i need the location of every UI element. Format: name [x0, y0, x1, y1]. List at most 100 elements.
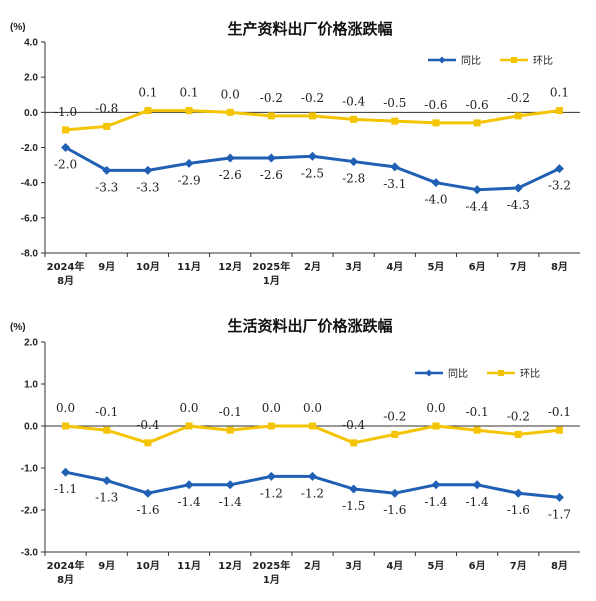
x-tick-label: 11月: [177, 560, 201, 572]
data-point: [432, 119, 440, 127]
data-label: -0.1: [95, 405, 118, 419]
legend-swatch-marker: [438, 56, 446, 64]
x-tick-label: 8月: [57, 275, 74, 287]
data-label: 0.1: [179, 86, 198, 100]
data-label: -2.6: [219, 168, 242, 182]
data-point: [391, 117, 399, 125]
x-tick-label: 10月: [136, 560, 160, 572]
unit-label: (%): [10, 322, 26, 333]
data-point: [103, 426, 111, 434]
x-tick-label: 8月: [551, 261, 568, 273]
data-point: [431, 178, 441, 188]
data-point: [472, 480, 482, 490]
data-point: [349, 484, 359, 494]
data-label: 0.1: [550, 86, 569, 100]
chart-title: 生活资料出厂价格涨跌幅: [227, 317, 392, 335]
data-point: [554, 492, 564, 502]
data-label: -2.5: [301, 166, 324, 180]
data-point: [473, 426, 481, 434]
data-label: -0.5: [383, 96, 406, 110]
data-label: 0.0: [221, 87, 240, 101]
x-tick-label: 9月: [98, 560, 115, 572]
data-label: -0.4: [136, 418, 160, 432]
series-yoy: -1.1 -1.3 -1.6 -1.4 -1.4 -1.2 -1.2 -1.5 -1.6 -1.4…: [54, 467, 571, 521]
data-label: -1.7: [548, 507, 571, 521]
data-point: [225, 480, 235, 490]
data-point: [62, 126, 70, 134]
legend-swatch-marker: [511, 57, 517, 63]
data-point: [350, 115, 358, 123]
data-point: [431, 480, 441, 490]
data-point: [143, 165, 153, 175]
x-tick-label: 1月: [263, 275, 280, 287]
data-point: [102, 476, 112, 486]
y-tick-label: 1.0: [24, 380, 38, 391]
legend-label: 同比: [448, 368, 468, 380]
x-tick-label: 6月: [469, 560, 486, 572]
data-label: -4.0: [424, 193, 447, 207]
chart-panel-2: 生活资料出厂价格涨跌幅 (%) 2.0 1.0 0.0 -1.0 -2.0 -3.0 2024年…: [10, 317, 580, 586]
data-label: -3.3: [136, 180, 159, 194]
y-tick-label: -3.0: [21, 548, 39, 559]
data-point: [391, 430, 399, 438]
data-label: -1.2: [301, 486, 324, 500]
data-point: [267, 112, 275, 120]
data-label: -4.4: [466, 200, 490, 214]
data-point: [185, 107, 193, 115]
data-point: [144, 107, 152, 115]
data-label: -0.6: [466, 98, 489, 112]
data-label: -0.2: [507, 409, 530, 423]
data-point: [473, 119, 481, 127]
data-label: -1.4: [177, 495, 201, 509]
data-label: -0.8: [95, 101, 118, 115]
data-label: -3.2: [548, 179, 571, 193]
data-point: [266, 153, 276, 163]
data-label: -3.3: [95, 180, 118, 194]
x-tick-label: 2月: [304, 560, 321, 572]
y-tick-label: 0.0: [24, 108, 38, 119]
y-tick-label: -1.0: [21, 464, 39, 475]
data-point: [514, 112, 522, 120]
data-label: -2.9: [177, 173, 200, 187]
data-label: -1.3: [95, 491, 118, 505]
series-yoy: -2.0 -3.3 -3.3 -2.9 -2.6 -2.6 -2.5 -2.8 -3.1 -4.0…: [54, 143, 571, 214]
data-label: 0.0: [303, 401, 322, 415]
x-tick-label: 6月: [469, 261, 486, 273]
series-mom: 0.0 -0.1 -0.4 0.0 -0.1 0.0 0.0 -0.4 -0.2 0.0 -0.1 -…: [56, 401, 571, 447]
unit-label: (%): [10, 22, 26, 33]
data-label: 0.0: [262, 401, 281, 415]
legend-item-mom: 环比: [500, 55, 553, 67]
data-point: [350, 439, 358, 447]
data-point: [308, 151, 317, 161]
x-tick-label: 7月: [510, 560, 527, 572]
data-point: [226, 108, 234, 116]
data-label: -0.2: [301, 91, 324, 105]
data-point: [184, 158, 194, 168]
legend-item-mom: 环比: [487, 368, 540, 380]
data-label: -0.4: [342, 94, 366, 108]
data-label: -3.1: [383, 177, 406, 191]
data-point: [226, 426, 234, 434]
data-point: [432, 422, 440, 430]
data-point: [555, 107, 563, 115]
data-point: [184, 480, 194, 490]
y-tick-label: 2.0: [24, 73, 38, 84]
x-tick-label: 8月: [57, 574, 74, 586]
legend-item-yoy: 同比: [415, 368, 468, 380]
data-point: [62, 422, 70, 430]
data-label: -1.6: [507, 503, 530, 517]
y-tick-label: -2.0: [21, 143, 39, 154]
x-tick-label: 10月: [136, 261, 160, 273]
data-label: -2.0: [54, 158, 77, 172]
x-tick-label: 11月: [177, 261, 201, 273]
data-point: [267, 422, 275, 430]
x-tick-label: 5月: [427, 560, 444, 572]
data-label: 0.0: [426, 401, 445, 415]
x-tick-label: 1月: [263, 574, 280, 586]
legend-label: 同比: [461, 55, 481, 67]
data-label: -1.5: [342, 499, 365, 513]
data-label: -1.1: [54, 482, 77, 496]
data-point: [309, 112, 316, 120]
data-point: [349, 157, 359, 167]
